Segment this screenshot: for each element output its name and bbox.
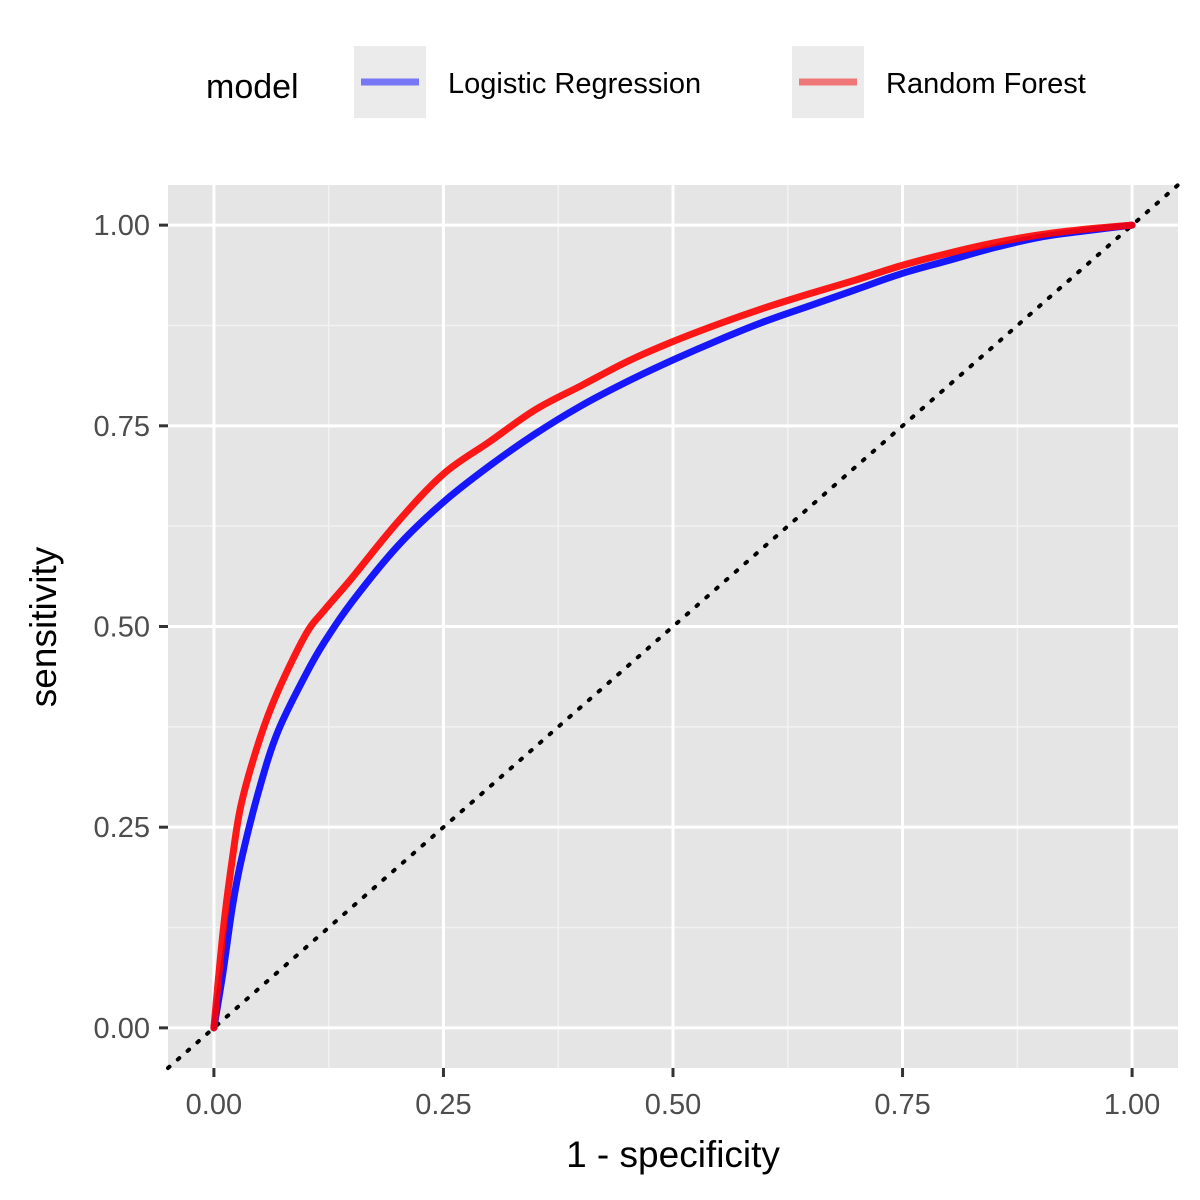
x-tick-label-1: 0.25	[415, 1089, 471, 1121]
series-line-logistic-regression	[210, 221, 1136, 1032]
series-line-random-forest	[210, 221, 1136, 1032]
chance-reference-line	[166, 183, 1180, 1070]
y-axis-title: sensitivity	[23, 546, 64, 707]
x-tick-label-3: 0.75	[874, 1089, 930, 1121]
series-layer	[210, 221, 1136, 1032]
y-tick-label-3: 0.75	[94, 411, 150, 443]
legend-label-logistic-regression: Logistic Regression	[448, 68, 701, 100]
y-tick-label-0: 0.00	[94, 1013, 150, 1045]
legend-title: model	[206, 68, 299, 106]
x-tick-label-0: 0.00	[186, 1089, 242, 1121]
x-tick-label-2: 0.50	[645, 1089, 701, 1121]
y-axis: 0.00 0.25 0.50 0.75 1.00	[94, 210, 168, 1045]
y-tick-label-2: 0.50	[94, 612, 150, 644]
y-tick-label-4: 1.00	[94, 210, 150, 242]
x-axis-title: 1 - specificity	[566, 1134, 780, 1175]
x-axis: 0.00 0.25 0.50 0.75 1.00	[186, 1068, 1160, 1121]
legend: model Logistic Regression Random Forest	[206, 46, 1086, 118]
major-grid	[168, 185, 1178, 1068]
y-tick-label-1: 0.25	[94, 812, 150, 844]
legend-label-random-forest: Random Forest	[886, 68, 1086, 100]
x-tick-label-4: 1.00	[1104, 1089, 1160, 1121]
